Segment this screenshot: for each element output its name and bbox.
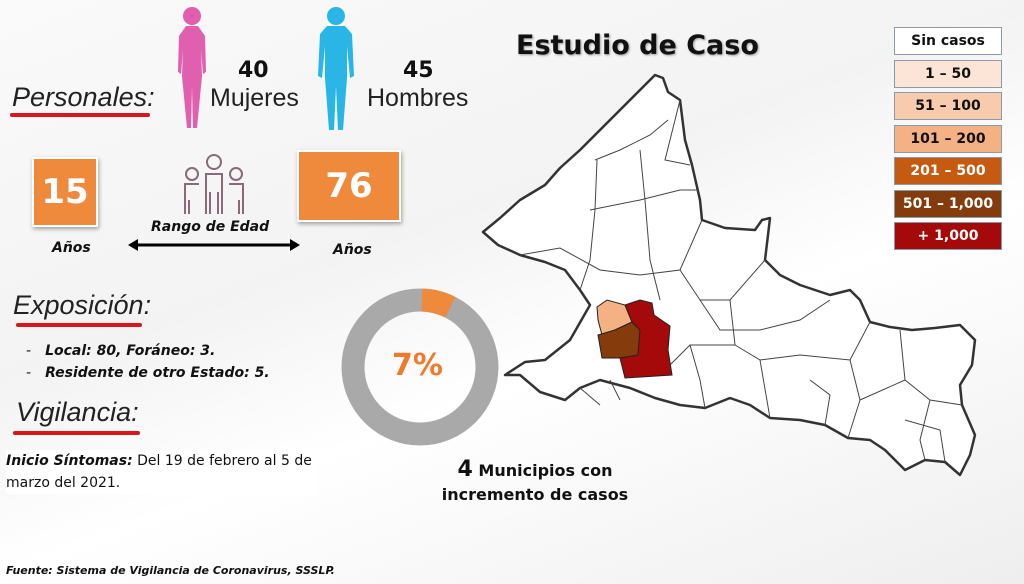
- vigilancia-text: Inicio Síntomas: Del 19 de febrero al 5 …: [6, 450, 316, 494]
- percent-donut: [341, 288, 499, 446]
- legend-item: 51 – 100: [894, 92, 1002, 120]
- vigilancia-underline: [13, 431, 140, 435]
- municipio-plus-1000: [619, 299, 673, 379]
- min-age: 15: [41, 172, 89, 212]
- women-count: 40: [238, 58, 269, 83]
- personales-heading: Personales:: [12, 82, 155, 112]
- personales-underline: [10, 113, 150, 117]
- exposicion-list: - Local: 80, Foráneo: 3. - Residente de ot…: [26, 340, 270, 384]
- municipios-line2: incremento de casos: [441, 485, 629, 504]
- exposicion-heading: Exposición:: [13, 290, 152, 320]
- vigilancia-heading: Vigilancia:: [16, 397, 139, 427]
- donut-rest: [341, 288, 499, 446]
- exposicion-item: - Local: 80, Foráneo: 3.: [26, 343, 216, 359]
- legend-item: 201 – 500: [894, 157, 1002, 185]
- woman-icon: [178, 7, 206, 128]
- exposicion-underline: [16, 323, 142, 327]
- legend-item: 101 – 200: [894, 124, 1002, 153]
- min-age-box: 15: [32, 157, 98, 227]
- men-count: 45: [403, 58, 434, 83]
- municipios-count: 4: [457, 457, 473, 482]
- max-age-unit: Años: [333, 242, 372, 258]
- legend-item: Sin casos: [894, 27, 1002, 55]
- min-age-unit: Años: [52, 240, 91, 256]
- inicio-sintomas-dates: Del 19 de febrero al 5 de marzo del 2021…: [6, 453, 312, 491]
- exposicion-item-text: Residente de otro Estado: 5.: [45, 365, 270, 381]
- exposicion-item: - Residente de otro Estado: 5.: [26, 365, 270, 381]
- legend-item: 1 – 50: [894, 59, 1002, 88]
- men-label: Hombres: [367, 84, 469, 112]
- map-outline: [481, 73, 977, 477]
- legend-item: + 1,000: [894, 222, 1002, 250]
- inicio-sintomas-label: Inicio Síntomas:: [6, 453, 133, 469]
- man-icon: [318, 7, 354, 130]
- page-title: Estudio de Caso: [516, 30, 759, 61]
- donut-segment: [421, 288, 456, 318]
- legend-item: 501 – 1,000: [894, 189, 1002, 218]
- source-note: Fuente: Sistema de Vigilancia de Coronav…: [6, 564, 335, 577]
- max-age-box: 76: [297, 150, 401, 222]
- range-arrow-icon: [128, 239, 300, 251]
- exposicion-item-text: Local: 80, Foráneo: 3.: [45, 343, 216, 359]
- municipios-line1: Municipios con: [478, 461, 613, 480]
- donut-percent-label: 7%: [392, 348, 443, 383]
- max-age: 76: [325, 166, 373, 206]
- women-label: Mujeres: [210, 84, 299, 112]
- age-range-label: Rango de Edad: [151, 219, 270, 235]
- municipios-caption: 4 Municipios con incremento de casos: [420, 458, 650, 507]
- people-group-icon: [184, 154, 244, 214]
